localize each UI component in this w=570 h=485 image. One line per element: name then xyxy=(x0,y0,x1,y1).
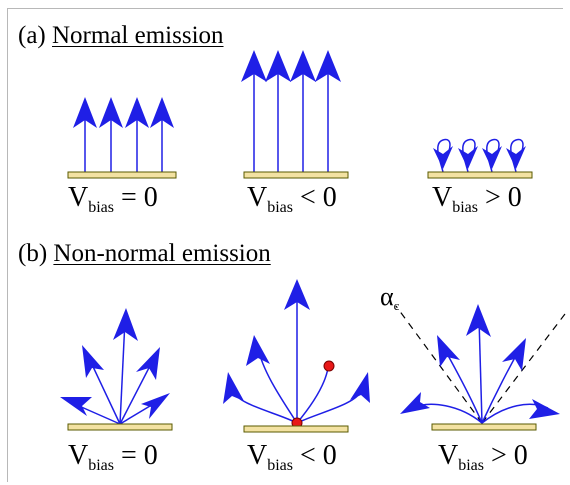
panel-a-negative-bias xyxy=(241,50,349,179)
section-a-heading: (a) Normal emission xyxy=(18,22,224,50)
bias-label-b-3: Vbias > 0 xyxy=(438,440,528,474)
panel-b-positive-bias xyxy=(395,304,569,431)
bias-label-a-1: Vbias = 0 xyxy=(68,182,158,216)
emission-line xyxy=(119,359,154,425)
figure-frame xyxy=(7,8,563,482)
arrow-head xyxy=(150,97,174,128)
bias-label-b-2: Vbias < 0 xyxy=(247,440,337,474)
arrow-head xyxy=(458,146,478,169)
panel-a-zero-bias xyxy=(67,97,177,179)
arrow-head xyxy=(482,146,502,169)
arrow-head xyxy=(265,50,291,82)
arrow-head xyxy=(113,308,138,341)
arrow-head xyxy=(141,393,170,419)
panel-b-zero-bias xyxy=(60,308,173,431)
substrate xyxy=(243,425,349,433)
arrow-head xyxy=(241,50,267,82)
substrate xyxy=(67,423,173,431)
panel-a-positive-bias xyxy=(427,138,533,179)
panel-b-negative-bias xyxy=(223,279,370,433)
substrate xyxy=(431,423,537,431)
substrate xyxy=(67,171,177,179)
arrow-head xyxy=(290,50,316,82)
arrow-head xyxy=(82,345,104,378)
arrow-head xyxy=(506,146,526,169)
bias-label-a-3: Vbias > 0 xyxy=(432,182,522,216)
bias-label-a-2: Vbias < 0 xyxy=(247,182,337,216)
arrow-head xyxy=(125,97,149,128)
section-b-label: (b) xyxy=(18,240,54,267)
emission-curve xyxy=(296,389,363,424)
arrow-head xyxy=(246,335,270,366)
arrow-head xyxy=(136,347,160,380)
section-a-label: (a) xyxy=(18,22,52,49)
critical-angle-label: αc xyxy=(380,282,400,313)
arrow-head xyxy=(73,97,97,128)
arrow-head xyxy=(502,338,526,371)
section-b-heading: (b) Non-normal emission xyxy=(18,240,271,268)
arrow-head xyxy=(400,392,430,414)
emission-line xyxy=(478,317,483,424)
arrow-head xyxy=(315,50,341,82)
emission-line xyxy=(119,319,126,425)
arrow-head xyxy=(350,372,370,403)
arrow-head xyxy=(433,146,453,169)
substrate xyxy=(427,171,533,179)
arrow-head xyxy=(99,97,123,128)
arrow-head xyxy=(223,372,244,404)
arrow-head xyxy=(529,399,560,419)
arrow-head xyxy=(466,304,491,337)
arrow-head xyxy=(60,397,92,416)
electron-dot xyxy=(323,360,335,372)
section-a-title: Normal emission xyxy=(52,22,224,49)
bias-label-b-1: Vbias = 0 xyxy=(68,440,158,474)
emission-curve xyxy=(296,367,329,424)
section-b-title: Non-normal emission xyxy=(53,240,271,267)
emission-curve xyxy=(231,389,298,424)
arrow-head xyxy=(437,335,460,367)
arrow-head xyxy=(284,279,310,310)
critical-angle-line-right xyxy=(481,309,569,424)
substrate xyxy=(243,171,349,179)
critical-angle-line-left xyxy=(395,305,483,424)
